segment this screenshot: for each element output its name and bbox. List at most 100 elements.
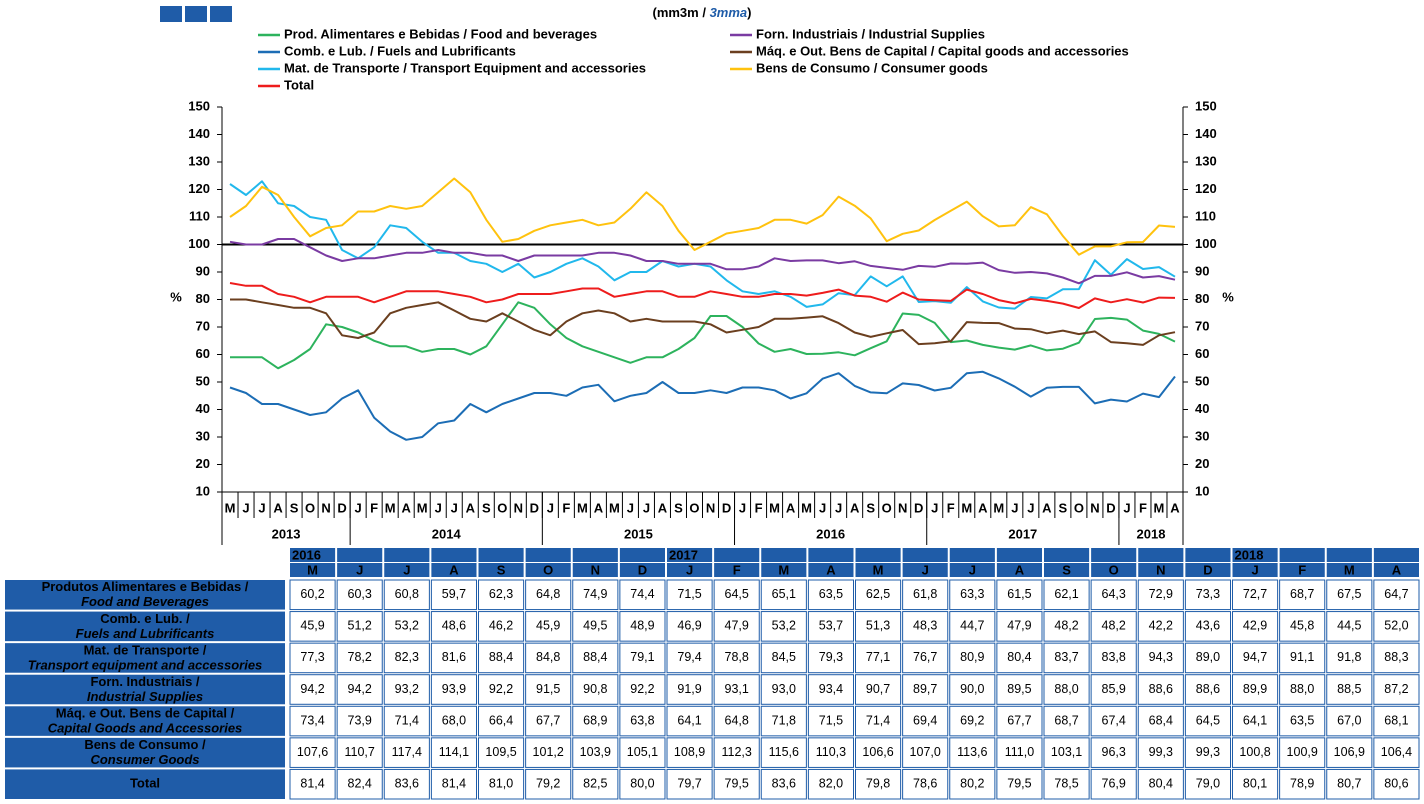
- table-cell: [383, 737, 430, 768]
- table-value: 80,7: [1337, 777, 1361, 791]
- table-cell: [807, 579, 854, 611]
- table-cell: [996, 674, 1043, 705]
- table-value: 103,1: [1051, 745, 1082, 759]
- table-cell: [1232, 768, 1279, 800]
- legend-label: Mat. de Transporte / Transport Equipment…: [284, 60, 646, 75]
- x-tick-label: A: [1170, 500, 1180, 515]
- legend-label: Bens de Consumo / Consumer goods: [756, 60, 988, 75]
- table-value: 45,9: [300, 619, 324, 633]
- table-cell: [430, 611, 477, 642]
- table-cell: [1090, 642, 1137, 674]
- x-tick-label: F: [370, 500, 378, 515]
- table-value: 106,6: [862, 745, 893, 759]
- table-cell: [855, 674, 902, 705]
- table-value: 73,3: [1196, 587, 1220, 601]
- header-cell: [431, 563, 477, 577]
- table-cell: [666, 705, 713, 737]
- logo-square: [185, 6, 207, 22]
- logo-square: [160, 6, 182, 22]
- table-cell: [1373, 768, 1420, 800]
- table-cell: [1137, 768, 1184, 800]
- x-tick-label: F: [562, 500, 570, 515]
- x-tick-label: M: [993, 500, 1004, 515]
- table-cell: [1184, 642, 1231, 674]
- table-value: 79,1: [630, 650, 654, 664]
- table-cell: [383, 768, 430, 800]
- table-value: 60,2: [300, 587, 324, 601]
- table-cell: [760, 642, 807, 674]
- table-cell: [902, 642, 949, 674]
- year-header: 2017: [669, 547, 698, 562]
- table-cell: [478, 768, 525, 800]
- header-cell: [337, 563, 383, 577]
- table-value: 67,7: [1007, 713, 1031, 727]
- table-value: 79,4: [677, 650, 701, 664]
- month-header: M: [873, 562, 884, 577]
- table-cell: [289, 579, 336, 611]
- table-cell: [1137, 642, 1184, 674]
- table-cell: [902, 579, 949, 611]
- table-cell: [289, 737, 336, 768]
- header-cell: [855, 548, 901, 562]
- table-value: 71,5: [677, 587, 701, 601]
- table-value: 61,5: [1007, 587, 1031, 601]
- table-value: 79,5: [725, 777, 749, 791]
- header-cell: [1044, 548, 1090, 562]
- header-cell: [1326, 548, 1372, 562]
- table-value: 80,2: [960, 777, 984, 791]
- x-tick-label: O: [882, 500, 892, 515]
- table-value: 93,0: [772, 682, 796, 696]
- table-value: 91,1: [1290, 650, 1314, 664]
- month-header: M: [307, 562, 318, 577]
- table-cell: [619, 705, 666, 737]
- table-value: 49,5: [583, 619, 607, 633]
- table-value: 78,6: [913, 777, 937, 791]
- table-value: 44,5: [1337, 619, 1361, 633]
- month-header: J: [969, 562, 976, 577]
- x-tick-label: N: [1090, 500, 1099, 515]
- table-cell: [949, 611, 996, 642]
- header-cell: [384, 548, 430, 562]
- table-value: 113,6: [957, 745, 987, 759]
- table-cell: [336, 737, 383, 768]
- table-value: 44,7: [960, 619, 984, 633]
- row-label: Food and Beverages: [81, 594, 209, 609]
- table-value: 71,4: [866, 713, 890, 727]
- header-cell: [290, 548, 336, 562]
- row-label: Produtos Alimentares e Bebidas /: [42, 579, 249, 594]
- table-value: 52,0: [1384, 619, 1408, 633]
- table-value: 68,1: [1384, 713, 1408, 727]
- table-cell: [1137, 674, 1184, 705]
- table-cell: [760, 579, 807, 611]
- table-cell: [855, 642, 902, 674]
- table-value: 68,7: [1054, 713, 1078, 727]
- table-cell: [430, 579, 477, 611]
- header-cell: [431, 548, 477, 562]
- table-value: 89,9: [1243, 682, 1267, 696]
- header-cell: [525, 563, 571, 577]
- table-cell: [949, 737, 996, 768]
- table-cell: [478, 579, 525, 611]
- table-cell: [1043, 579, 1090, 611]
- y-tick-label: 60: [196, 346, 210, 361]
- table-cell: [807, 611, 854, 642]
- table-cell: [760, 737, 807, 768]
- x-tick-label: J: [355, 500, 362, 515]
- table-value: 53,2: [395, 619, 419, 633]
- y2-tick-label: 60: [1195, 346, 1209, 361]
- table-cell: [713, 674, 760, 705]
- table-cell: [1137, 737, 1184, 768]
- table-value: 93,1: [725, 682, 749, 696]
- table-cell: [1279, 611, 1326, 642]
- table-cell: [383, 642, 430, 674]
- row-header: [5, 643, 285, 673]
- table-cell: [1232, 705, 1279, 737]
- table-value: 96,3: [1102, 745, 1126, 759]
- table-cell: [1184, 705, 1231, 737]
- table-value: 71,8: [772, 713, 796, 727]
- month-header: S: [1062, 562, 1071, 577]
- y-tick-label: 70: [196, 318, 210, 333]
- month-header: O: [543, 562, 553, 577]
- table-value: 76,9: [1102, 777, 1126, 791]
- table-cell: [383, 705, 430, 737]
